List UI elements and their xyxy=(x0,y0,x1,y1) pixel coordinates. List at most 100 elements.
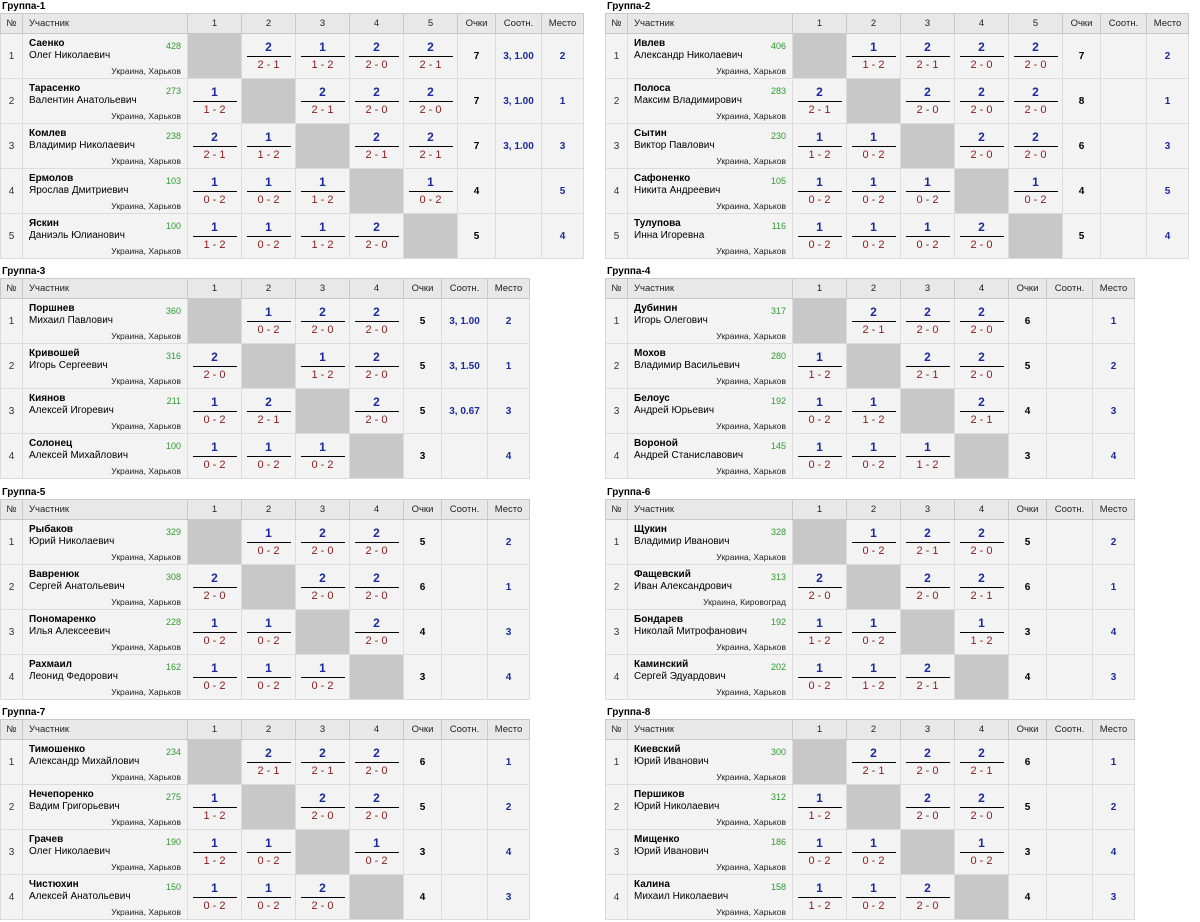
place-cell: 2 xyxy=(541,33,584,79)
player-last-name[interactable]: Вавренюк xyxy=(29,568,80,580)
player-last-name[interactable]: Щукин xyxy=(634,523,667,535)
player-info: Калина Михаил Николаевич 158 Украина, Харьк… xyxy=(632,876,788,919)
group-block: Группа-7 № Участник 1 2 3 4 Очки Соотн. Место 1 Тим… xyxy=(0,706,530,920)
player-last-name[interactable]: Сафоненко xyxy=(634,172,691,184)
player-last-name[interactable]: Яскин xyxy=(29,217,59,229)
points-cell: 6 xyxy=(403,739,442,785)
player-last-name[interactable]: Дубинин xyxy=(634,302,678,314)
col-header-participant: Участник xyxy=(22,13,188,34)
player-last-name[interactable]: Киевский xyxy=(634,743,681,755)
match-points: 2 xyxy=(408,84,453,102)
group-block: Группа-5 № Участник 1 2 3 4 Очки Соотн. Место 1 Рыб… xyxy=(0,486,530,700)
player-first-name: Владимир Иванович xyxy=(634,535,730,547)
points-cell: 5 xyxy=(403,298,442,344)
player-last-name[interactable]: Полоса xyxy=(634,82,671,94)
player-last-name[interactable]: Першиков xyxy=(634,788,685,800)
player-last-name[interactable]: Мищенко xyxy=(634,833,680,845)
player-info: Каминский Сергей Эдуардович 202 Украина, Ха… xyxy=(632,656,788,699)
player-last-name[interactable]: Калина xyxy=(634,878,670,890)
match-points: 1 xyxy=(851,439,896,457)
player-first-name: Алексей Игоревич xyxy=(29,404,114,416)
player-last-name[interactable]: Солонец xyxy=(29,437,73,449)
match-points: 1 xyxy=(797,219,842,237)
player-last-name[interactable]: Сытин xyxy=(634,127,667,139)
player-last-name[interactable]: Кривошей xyxy=(29,347,80,359)
match-score: 0 - 2 xyxy=(862,238,885,251)
player-last-name[interactable]: Ермолов xyxy=(29,172,74,184)
self-match-cell xyxy=(954,874,1009,920)
player-location: Украина, Харьков xyxy=(111,906,181,917)
player-last-name[interactable]: Вороной xyxy=(634,437,678,449)
self-match-cell xyxy=(187,519,242,565)
match-points: 1 xyxy=(797,660,842,678)
col-header-opponent: 3 xyxy=(900,278,955,299)
player-location: Украина, Харьков xyxy=(716,686,786,697)
group-block: Группа-6 № Участник 1 2 3 4 Очки Соотн. Место 1 Щук… xyxy=(605,486,1135,700)
row-number: 1 xyxy=(605,33,628,79)
player-last-name[interactable]: Грачев xyxy=(29,833,64,845)
player-last-name[interactable]: Белоус xyxy=(634,392,670,404)
player-last-name[interactable]: Каминский xyxy=(634,658,689,670)
player-last-name[interactable]: Тимошенко xyxy=(29,743,86,755)
match-points: 2 xyxy=(354,39,399,57)
match-points: 1 xyxy=(797,174,842,192)
player-last-name[interactable]: Комлев xyxy=(29,127,67,139)
match-points: 1 xyxy=(851,835,896,853)
col-header-no: № xyxy=(605,278,628,299)
match-points: 2 xyxy=(851,745,896,763)
match-score: 1 - 2 xyxy=(257,148,280,161)
col-header-place: Место xyxy=(1146,13,1189,34)
ratio-cell xyxy=(441,784,488,830)
match-score: 2 - 0 xyxy=(970,323,993,336)
player-last-name[interactable]: Тулупова xyxy=(634,217,681,229)
player-cell: Сытин Виктор Павлович 230 Украина, Харьков xyxy=(627,123,793,169)
player-info: Киянов Алексей Игоревич 211 Украина, Харько… xyxy=(27,390,183,433)
match-points: 1 xyxy=(797,349,842,367)
match-points: 2 xyxy=(300,880,345,898)
col-header-opponent: 1 xyxy=(187,13,242,34)
points-cell: 5 xyxy=(1008,343,1047,389)
table-row: 1 Щукин Владимир Иванович 328 Украина, Харьк… xyxy=(605,519,1135,565)
match-score: 0 - 2 xyxy=(862,458,885,471)
player-last-name[interactable]: Пономаренко xyxy=(29,613,96,625)
player-last-name[interactable]: Нечепоренко xyxy=(29,788,94,800)
player-last-name[interactable]: Бондарев xyxy=(634,613,684,625)
ratio-cell xyxy=(1100,78,1147,124)
player-last-name[interactable]: Поршнев xyxy=(29,302,75,314)
match-score: 0 - 2 xyxy=(862,899,885,912)
table-row: 2 Вавренюк Сергей Анатольевич 308 Украина, Х… xyxy=(0,564,530,610)
player-cell: Мохов Владимир Васильевич 280 Украина, Харь… xyxy=(627,343,793,389)
match-points: 1 xyxy=(300,39,345,57)
player-last-name[interactable]: Тарасенко xyxy=(29,82,81,94)
col-header-opponent: 2 xyxy=(241,278,296,299)
match-points: 1 xyxy=(851,394,896,412)
player-last-name[interactable]: Киянов xyxy=(29,392,66,404)
player-last-name[interactable]: Ивлев xyxy=(634,37,666,49)
col-header-place: Место xyxy=(487,278,530,299)
player-last-name[interactable]: Рыбаков xyxy=(29,523,74,535)
player-last-name[interactable]: Чистюхин xyxy=(29,878,79,890)
player-rating: 329 xyxy=(165,526,181,537)
points-cell: 3 xyxy=(1008,829,1047,875)
col-header-ratio: Соотн. xyxy=(495,13,542,34)
player-last-name[interactable]: Фащевский xyxy=(634,568,691,580)
player-last-name[interactable]: Саенко xyxy=(29,37,65,49)
player-last-name[interactable]: Рахмаил xyxy=(29,658,72,670)
player-last-name[interactable]: Мохов xyxy=(634,347,666,359)
